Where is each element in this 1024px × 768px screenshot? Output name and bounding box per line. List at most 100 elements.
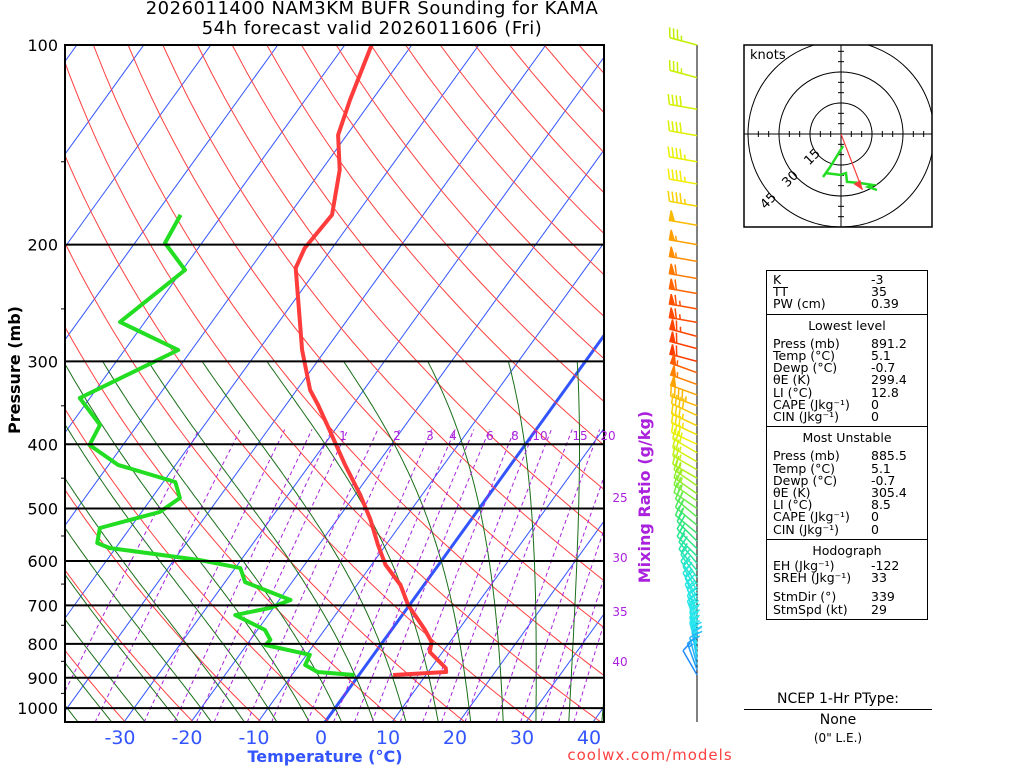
barb-half-feather [683, 154, 686, 160]
barb-flag [669, 353, 677, 366]
barb-feather [670, 421, 674, 433]
dry-adiabat [65, 60, 602, 722]
barb-feather [684, 576, 694, 585]
stat-value: -3 [871, 272, 884, 287]
barb-feather [678, 406, 682, 418]
stat-row: θE (K) 299.4 [773, 372, 921, 388]
stat-row: θE (K) 305.4 [773, 486, 921, 499]
stat-value: 5.1 [871, 460, 891, 476]
mixing-ratio-axis-label: Mixing Ratio (g/kg) [635, 411, 654, 583]
barb-feather [673, 474, 679, 486]
ptype-panel: NCEP 1-Hr PType: None (0" L.E.) [744, 691, 932, 745]
isotherm [65, 45, 480, 620]
barb-feather [673, 459, 679, 470]
barb-feather [688, 597, 698, 606]
hodograph-section: Hodograph EH (Jkg⁻¹) -122 SREH (Jkg⁻¹) 33 St… [767, 540, 927, 619]
isotherm [65, 45, 279, 341]
barb-feather [676, 477, 682, 488]
barb-half-feather [689, 598, 695, 604]
isotherm [458, 520, 604, 722]
barb-feather [675, 147, 679, 159]
barb-feather [667, 190, 671, 202]
stat-label: CAPE (Jkg⁻¹) [773, 396, 850, 412]
barb-shaft [669, 200, 698, 207]
stat-value: 35 [871, 284, 887, 300]
barb-feather [667, 93, 671, 105]
stat-row: StmDir (°) 339 [773, 589, 921, 605]
plot-frame [64, 44, 605, 723]
stat-label: PW (cm) [773, 296, 826, 312]
ptype-header: NCEP 1-Hr PType: [744, 691, 932, 710]
barb-feather [674, 264, 678, 275]
barb-feather [673, 467, 679, 478]
stat-label: StmDir (°) [773, 589, 837, 605]
barb-feather [675, 447, 680, 458]
wind-barb [682, 642, 698, 676]
barb-feather [676, 526, 683, 537]
mixing-ratio-label: 3 [426, 429, 434, 443]
barb-feather [674, 423, 678, 435]
barb-feather [682, 642, 691, 652]
barb-feather [684, 568, 693, 577]
stat-row: SREH (Jkg⁻¹) 33 [773, 571, 921, 584]
storm-motion-arrowhead [853, 179, 863, 190]
dry-adiabat [231, 45, 604, 491]
barb-feather [675, 439, 680, 450]
temperature-tick-label: -10 [238, 727, 269, 749]
stat-label: EH (Jkg⁻¹) [773, 558, 835, 574]
barb-feather [679, 192, 682, 204]
isotherm [257, 241, 604, 722]
ptype-snow: (0" L.E.) [813, 731, 863, 745]
barb-feather [674, 505, 681, 516]
moist-adiabat [343, 361, 472, 722]
dry-adiabat [266, 45, 604, 446]
hodograph-frame [743, 44, 933, 228]
barb-feather [678, 432, 683, 443]
mixing-ratio-label: 2 [393, 429, 401, 443]
barb-feather [676, 461, 682, 473]
barb-feather [686, 580, 696, 589]
mixing-ratio-label: 40 [612, 655, 627, 669]
stat-label: CIN (Jkg⁻¹) [773, 409, 839, 425]
barb-flag [669, 331, 676, 344]
mixing-ratio-line [213, 429, 349, 722]
mixing-ratio-line [441, 429, 552, 722]
stat-row: Dewp (°C) -0.7 [773, 361, 921, 374]
stat-value: 5.1 [871, 348, 891, 364]
barb-feather [675, 192, 679, 203]
stat-label: LI (°C) [773, 497, 813, 513]
barb-half-feather [679, 469, 683, 475]
barb-feather [684, 570, 694, 579]
barb-feather [691, 626, 702, 633]
stat-row: Dewp (°C) -0.7 [773, 474, 921, 487]
barb-half-feather [678, 446, 682, 452]
stat-value: 0.39 [871, 296, 899, 312]
lowest-level-section: Lowest level Press (mb) 891.2 Temp (°C) 5.1… [767, 315, 927, 428]
hodograph-units-label: knots [750, 48, 786, 63]
barb-flag [669, 375, 677, 389]
barb-shaft [672, 447, 698, 463]
barb-feather [676, 469, 682, 481]
stat-label: Temp (°C) [773, 460, 836, 476]
barb-shaft [676, 528, 698, 550]
most-unstable-section: Most Unstable Press (mb) 885.5 Temp (°C) 5.… [767, 427, 927, 540]
barb-feather [674, 414, 678, 425]
stat-value: 885.5 [871, 448, 907, 464]
wind-barb [673, 474, 698, 502]
barb-feather [670, 412, 674, 424]
stat-row: CAPE (Jkg⁻¹) 0 [773, 396, 921, 412]
stat-row: Press (mb) 891.2 [773, 337, 921, 350]
barb-half-feather [679, 484, 683, 490]
mixing-ratio-line [306, 429, 433, 722]
stat-value: 8.5 [871, 497, 891, 513]
stat-label: θE (K) [773, 372, 811, 388]
barb-feather [678, 539, 686, 550]
mixing-ratio-label: 8 [511, 429, 519, 443]
stat-row: CIN (Jkg⁻¹) 0 [773, 409, 921, 425]
barb-feather [681, 389, 684, 401]
mixing-ratio-line [353, 429, 475, 722]
barb-flag [668, 210, 676, 223]
pressure-tick-label: 200 [27, 236, 58, 255]
mixing-ratio-line [495, 429, 601, 722]
barb-feather [688, 592, 698, 600]
